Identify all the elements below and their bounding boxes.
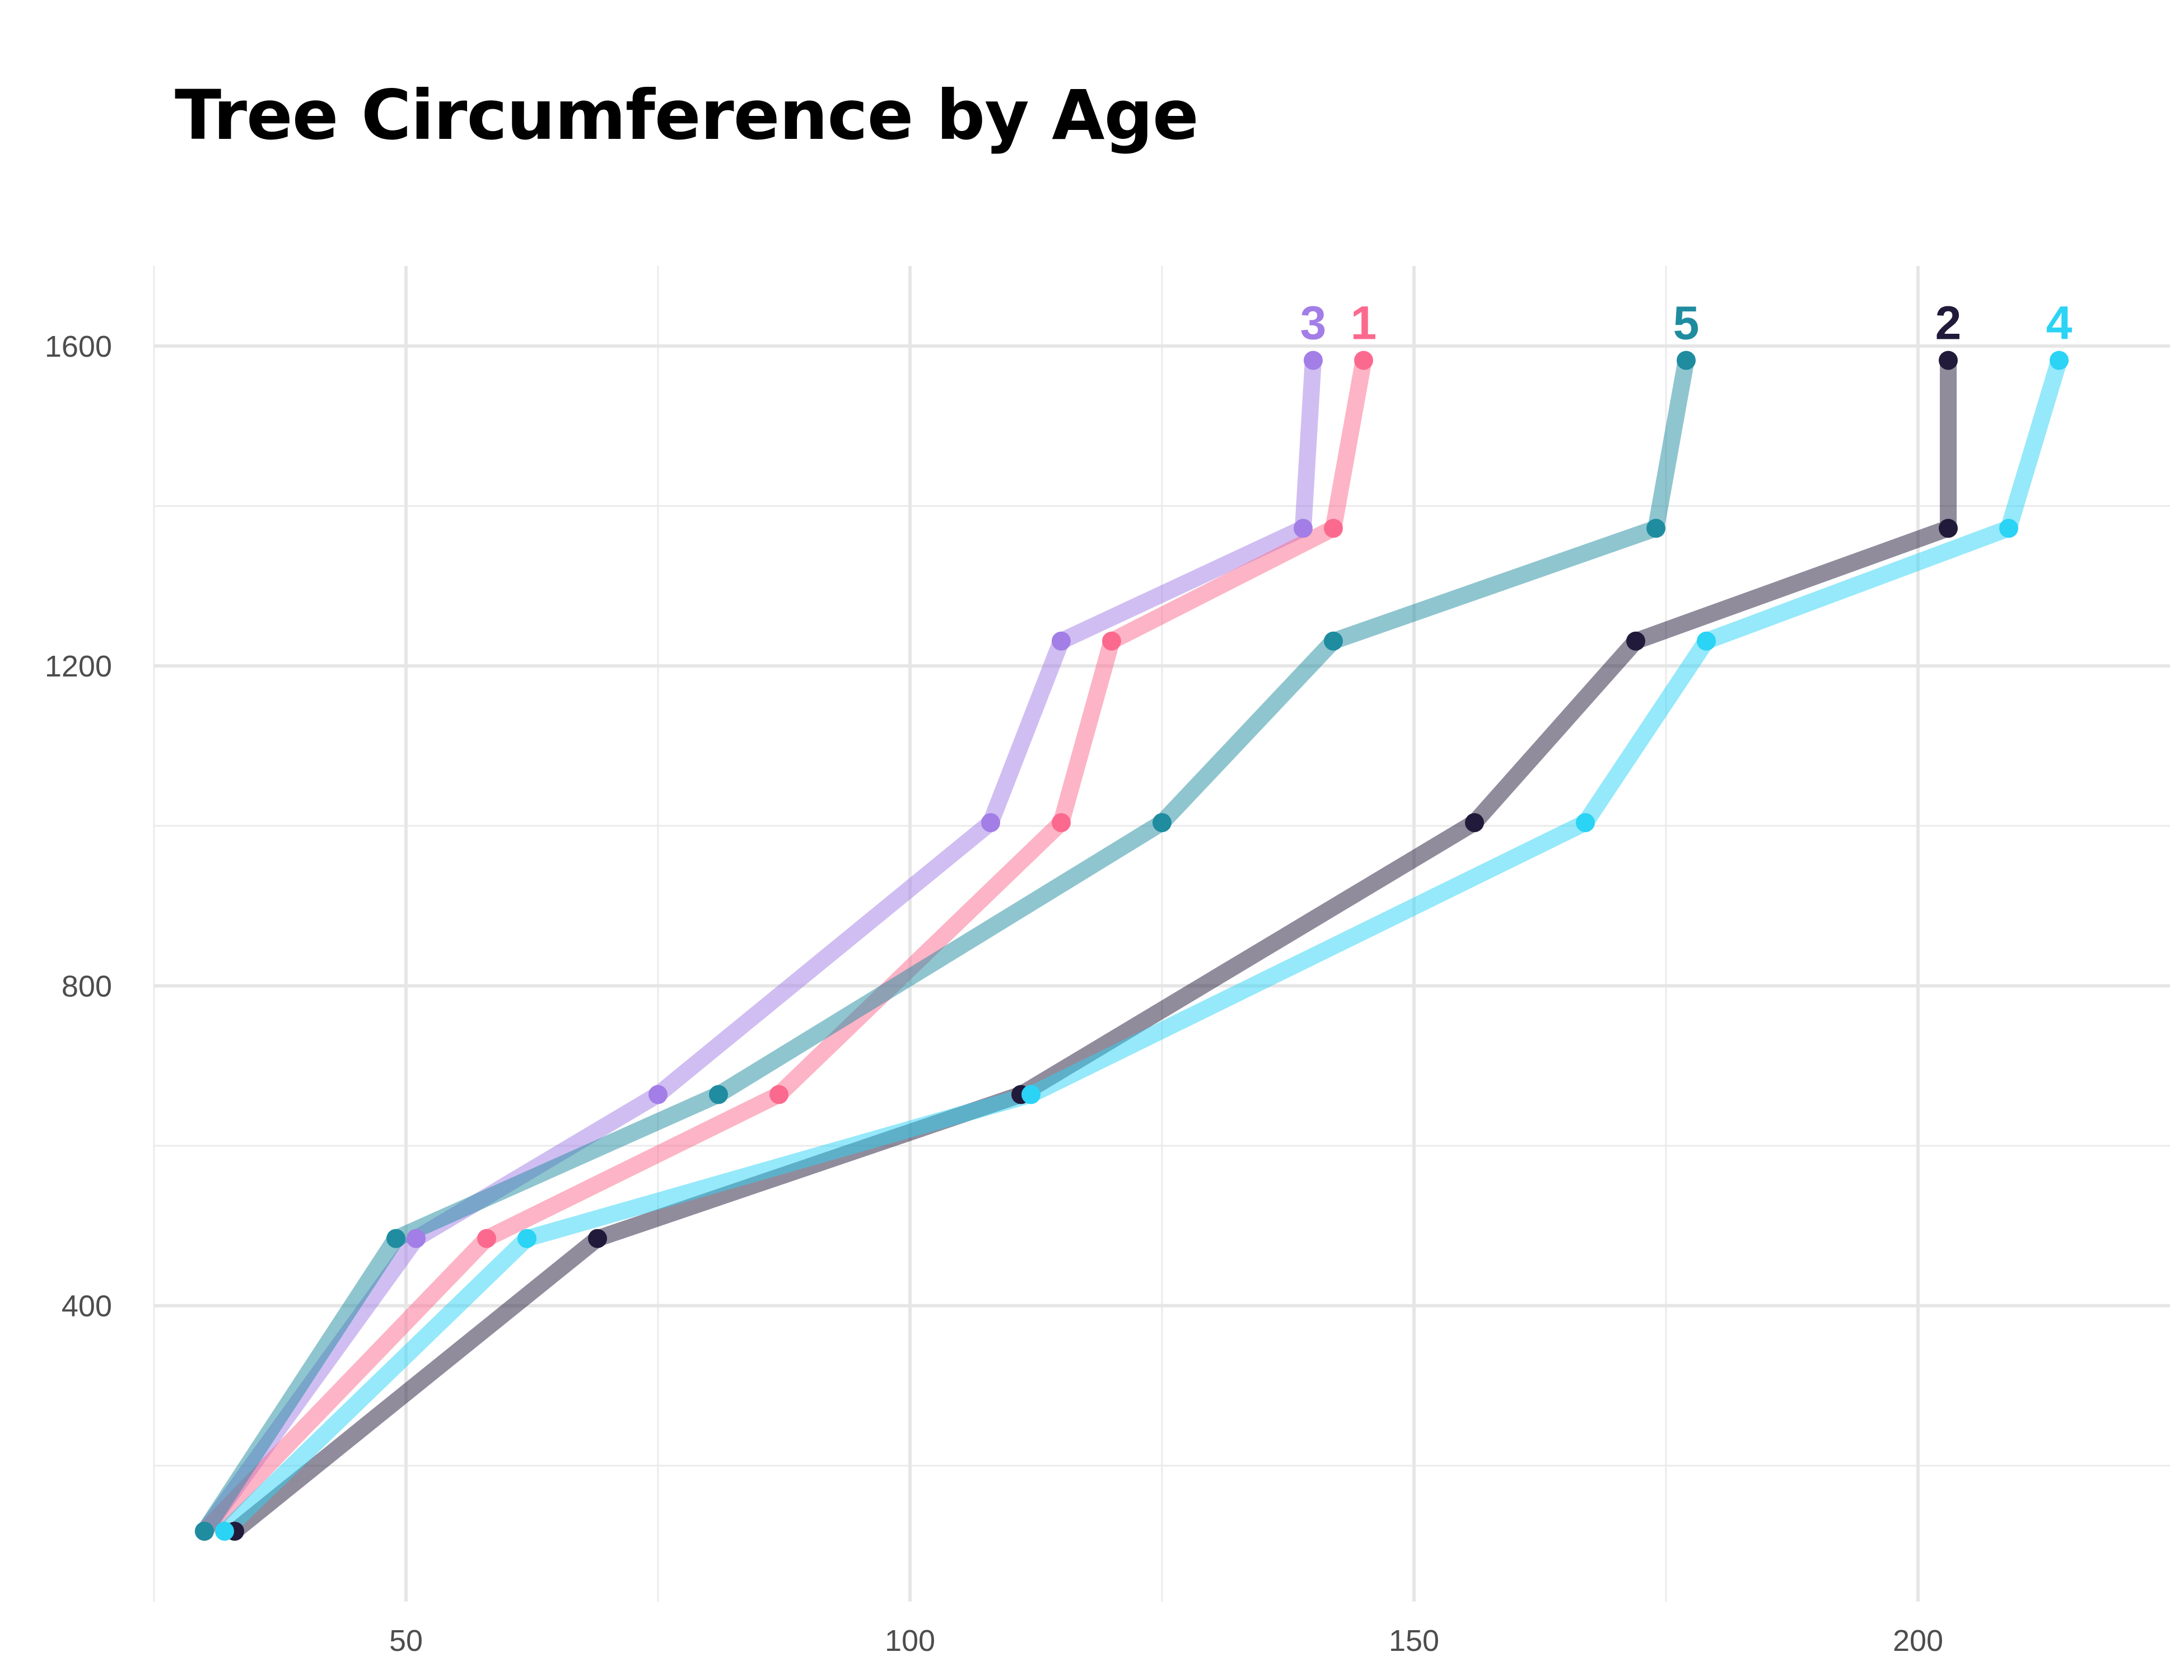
data-point-1 [1052,813,1071,832]
data-point-4 [1999,519,2018,538]
data-point-5 [1324,631,1343,651]
series-end-label-5: 5 [1673,297,1700,349]
data-point-1 [477,1229,496,1248]
x-tick-label: 200 [1893,1624,1943,1658]
chart-title: Tree Circumference by Age [175,76,1199,155]
x-tick-label: 50 [389,1624,423,1658]
data-point-4 [517,1229,536,1248]
data-point-4 [1021,1085,1040,1104]
data-point-5 [1152,813,1172,832]
series-line-2 [229,360,1957,1538]
series-end-label-4: 4 [2046,297,2073,349]
x-tick-label: 100 [885,1624,935,1658]
series-end-label-2: 2 [1935,297,1962,349]
data-point-2 [1626,631,1645,651]
series-line-4 [218,358,2068,1538]
data-point-1 [1102,631,1121,651]
y-tick-label: 800 [62,969,112,1003]
grid-minor-lines [153,266,2170,1602]
data-point-1 [1354,351,1373,370]
data-point-4 [2050,351,2069,370]
grid-major-lines [154,266,2170,1602]
series-line-1 [198,358,1372,1537]
data-point-3 [648,1085,668,1104]
data-point-3 [1304,351,1323,370]
data-point-2 [1939,351,1958,370]
data-point-2 [1465,813,1484,832]
series-points [195,351,2069,1541]
y-tick-label: 400 [62,1290,112,1323]
data-point-5 [386,1229,405,1248]
data-point-4 [1697,631,1716,651]
data-point-3 [407,1229,426,1248]
data-point-3 [1294,519,1313,538]
x-tick-label: 150 [1389,1624,1439,1658]
series-lines [197,358,2068,1538]
x-axis-tick-labels: 50 100 150 200 [389,1624,1943,1658]
y-tick-label: 1200 [45,650,112,683]
data-point-4 [215,1522,234,1541]
series-end-label-1: 1 [1351,297,1377,349]
series-line-5 [197,358,1695,1536]
series-end-label-3: 3 [1300,297,1327,349]
data-point-2 [1939,519,1958,538]
data-point-5 [1677,351,1696,370]
data-point-5 [709,1085,728,1104]
data-point-5 [195,1522,214,1541]
data-point-5 [1646,519,1665,538]
data-point-2 [588,1229,607,1248]
data-point-3 [981,813,1000,832]
y-axis-tick-labels: 400 800 1200 1600 [45,330,112,1323]
data-point-4 [1576,813,1595,832]
y-tick-label: 1600 [45,330,112,363]
data-point-1 [1324,519,1343,538]
data-point-3 [1052,631,1071,651]
data-point-1 [769,1085,788,1104]
